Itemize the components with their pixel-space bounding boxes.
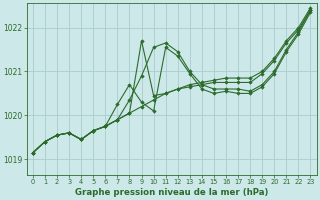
X-axis label: Graphe pression niveau de la mer (hPa): Graphe pression niveau de la mer (hPa) — [75, 188, 268, 197]
